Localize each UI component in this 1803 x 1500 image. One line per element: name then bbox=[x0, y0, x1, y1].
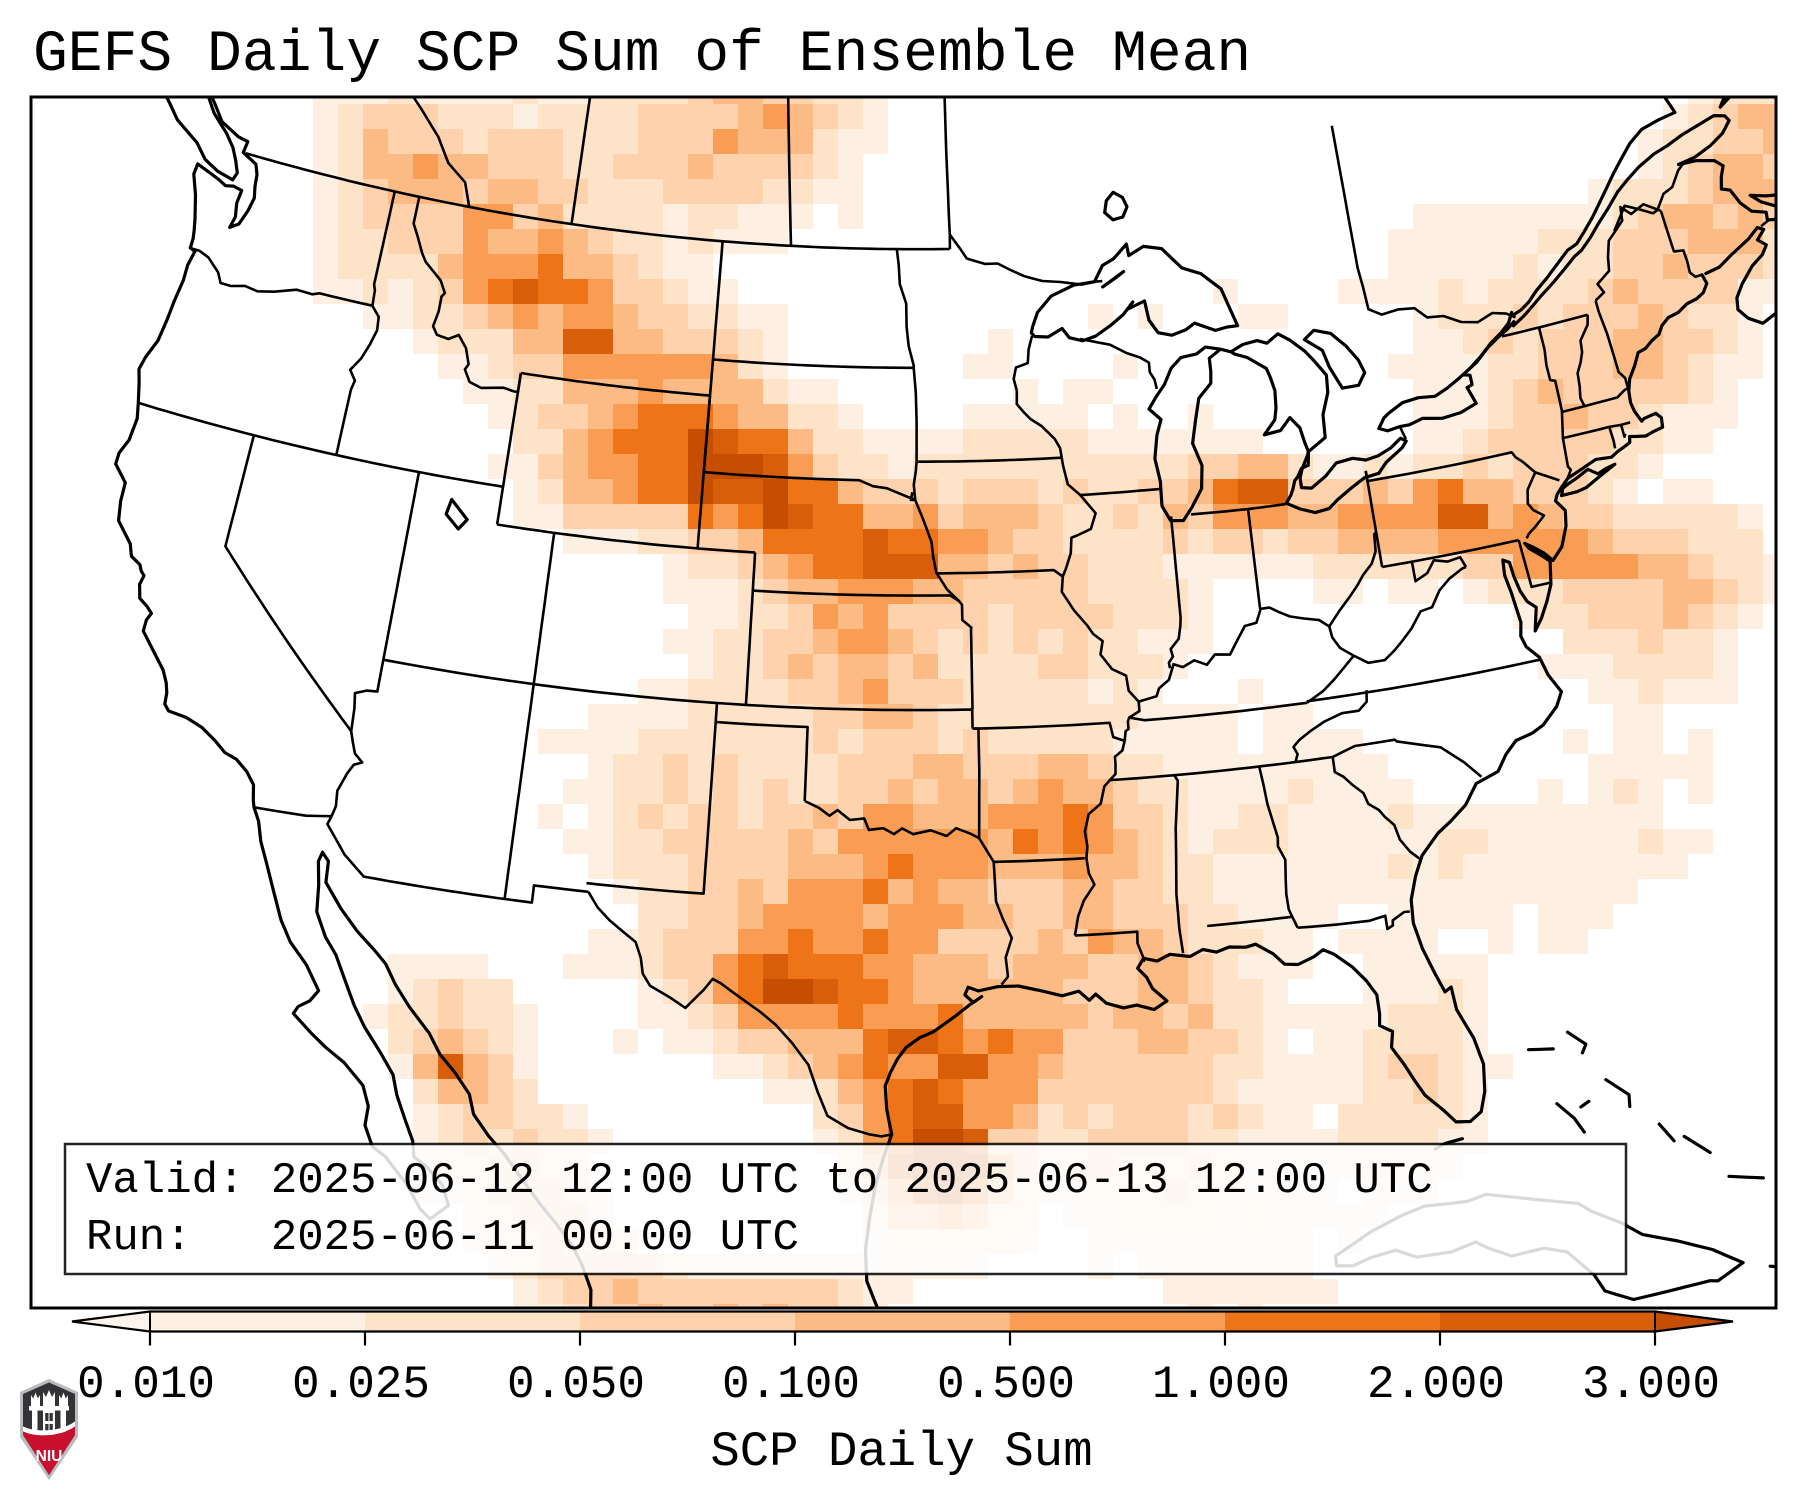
svg-text:NIU: NIU bbox=[36, 1448, 63, 1465]
